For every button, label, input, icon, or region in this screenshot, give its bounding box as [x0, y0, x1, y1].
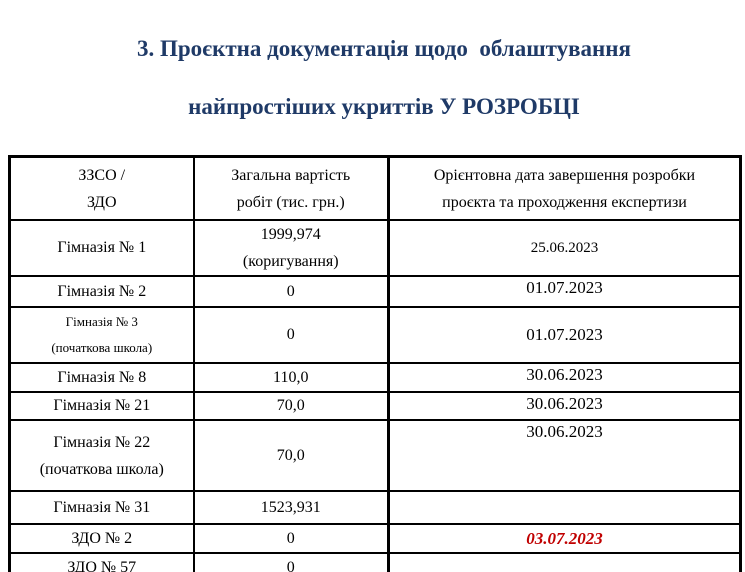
- cost-cell: 0: [192, 306, 390, 364]
- col-header-school-line1: ЗЗСО /: [78, 166, 126, 184]
- table-row: ЗДО № 2 0 03.07.2023: [8, 523, 742, 554]
- completion-date-cell: 03.07.2023: [387, 523, 742, 554]
- completion-date-cell: 25.06.2023: [387, 219, 742, 277]
- cost-cell: 70,0: [192, 419, 390, 492]
- col-header-cost-line1: Загальна вартість: [231, 166, 351, 184]
- completion-date-cell: 01.07.2023: [387, 275, 742, 308]
- school-name-cell: ЗДО № 57: [8, 552, 195, 572]
- school-name-cell: Гімназія № 22 (початкова школа): [8, 419, 195, 492]
- page-title: 3. Проєктна документація щодо облаштуван…: [0, 0, 745, 150]
- table-row: ЗДО № 57 0: [8, 552, 742, 572]
- cost-cell: 0: [192, 275, 390, 308]
- school-name-cell: ЗДО № 2: [8, 523, 195, 554]
- school-name-cell: Гімназія № 3 (початкова школа): [8, 306, 195, 364]
- cost-cell: 0: [192, 552, 390, 572]
- table-row: Гімназія № 31 1523,931: [8, 490, 742, 525]
- school-name-cell: Гімназія № 21: [8, 391, 195, 421]
- cost-cell: 0: [192, 523, 390, 554]
- col-header-date-line1: Орієнтовна дата завершення розробки: [433, 166, 696, 184]
- school-name-cell: Гімназія № 2: [8, 275, 195, 308]
- table-row: Гімназія № 21 70,0 30.06.2023: [8, 391, 742, 421]
- col-header-cost: Загальна вартість робіт (тис. грн.): [192, 155, 390, 221]
- page-title-line2: найпростіших укриттів У РОЗРОБЦІ: [188, 94, 580, 119]
- page-title-line1: 3. Проєктна документація щодо облаштуван…: [137, 36, 631, 61]
- col-header-date-line2: проєкта та проходження експертизи: [442, 193, 687, 211]
- completion-date-cell: 01.07.2023: [387, 306, 742, 364]
- completion-date-cell: [387, 552, 742, 572]
- table-row: Гімназія № 2 0 01.07.2023: [8, 275, 742, 308]
- completion-date-cell: 30.06.2023: [387, 391, 742, 421]
- cost-cell: 1523,931: [192, 490, 390, 525]
- school-name-cell: Гімназія № 8: [8, 362, 195, 393]
- completion-date-cell: 30.06.2023: [387, 362, 742, 393]
- table-row: Гімназія № 1 1999,974 (коригування) 25.06.2…: [8, 219, 742, 277]
- cost-cell: 1999,974 (коригування): [192, 219, 390, 277]
- completion-date-cell: 30.06.2023: [387, 419, 742, 492]
- table-row: Гімназія № 3 (початкова школа) 0 01.07.2023: [8, 306, 742, 364]
- table-row: Гімназія № 22 (початкова школа) 70,0 30.06.…: [8, 419, 742, 492]
- shelters-table: ЗЗСО / ЗДО Загальна вартість робіт (тис.…: [8, 155, 742, 572]
- completion-date-cell: [387, 490, 742, 525]
- table-row: Гімназія № 8 110,0 30.06.2023: [8, 362, 742, 393]
- school-name-cell: Гімназія № 1: [8, 219, 195, 277]
- table-body: Гімназія № 1 1999,974 (коригування) 25.06.2…: [8, 219, 742, 572]
- cost-cell: 70,0: [192, 391, 390, 421]
- col-header-school-line2: ЗДО: [86, 193, 117, 211]
- school-name-cell: Гімназія № 31: [8, 490, 195, 525]
- table-header: ЗЗСО / ЗДО Загальна вартість робіт (тис.…: [8, 155, 742, 221]
- header-row: ЗЗСО / ЗДО Загальна вартість робіт (тис.…: [8, 155, 742, 221]
- col-header-date: Орієнтовна дата завершення розробки проє…: [387, 155, 742, 221]
- col-header-cost-line2: робіт (тис. грн.): [236, 193, 345, 211]
- col-header-school: ЗЗСО / ЗДО: [8, 155, 195, 221]
- cost-cell: 110,0: [192, 362, 390, 393]
